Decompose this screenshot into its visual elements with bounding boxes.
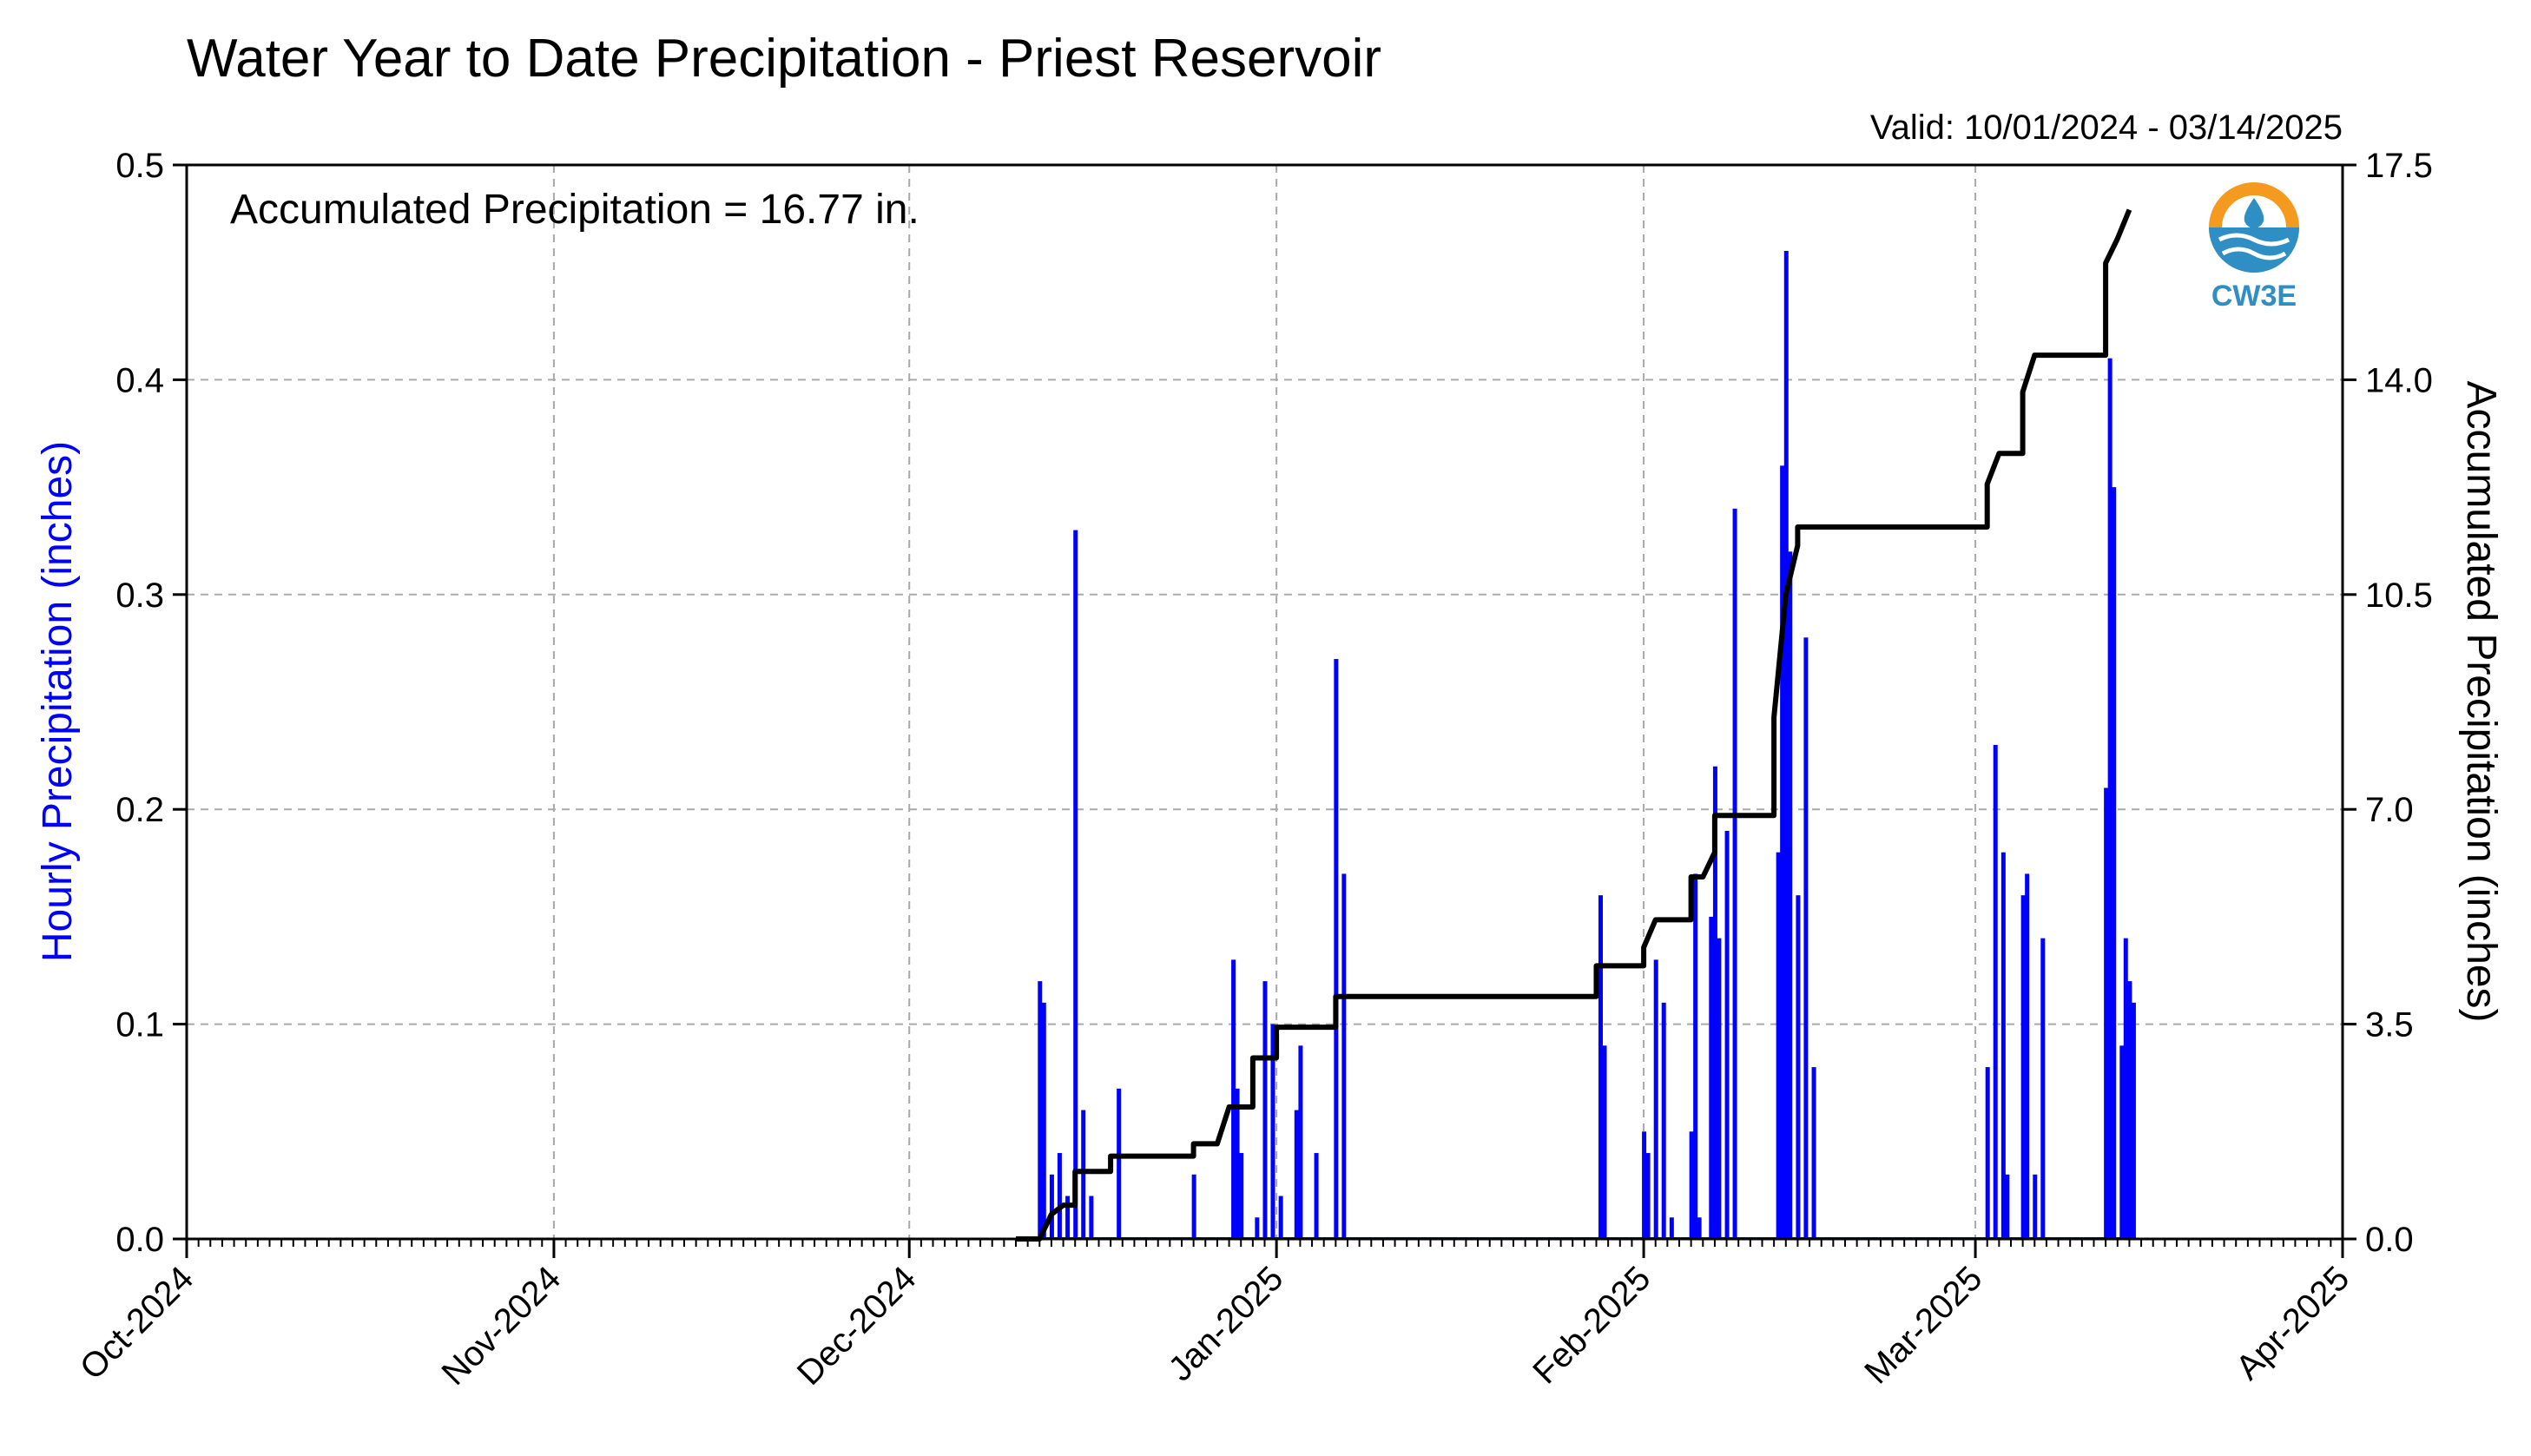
hourly-bar [1788,551,1793,1239]
hourly-bar [1239,1153,1244,1239]
y-left-tick-label: 0.5 [115,147,164,185]
hourly-bar [1985,1067,1990,1239]
hourly-bar [1314,1153,1319,1239]
y-right-tick-label: 0.0 [2365,1221,2414,1259]
axis-ticks [173,163,2356,1258]
hourly-bar [1598,895,1604,1239]
accumulated-line [1016,208,2132,1242]
hourly-bar [1776,852,1781,1239]
hourly-bar [1732,508,1737,1239]
x-tick-label: Jan-2025 [1161,1259,1290,1388]
hourly-bar [1073,530,1078,1239]
hourly-bar [2025,873,2030,1239]
hourly-bar [1117,1088,1122,1239]
hourly-bar [1191,1174,1196,1239]
hourly-bar [1294,1110,1299,1239]
hourly-bar [1796,895,1801,1239]
hourly-bar [1065,1196,1071,1239]
hourly-bar [1689,1131,1694,1239]
y-axis-right-label: Accumulated Precipitation (inches) [2458,380,2504,1022]
x-tick-label: Apr-2025 [2229,1259,2356,1387]
hourly-bar [1602,1045,1607,1239]
hourly-bar [1645,1153,1651,1239]
valid-range: Valid: 10/01/2024 - 03/14/2025 [1870,109,2343,147]
hourly-bar [1341,873,1347,1239]
hourly-bar [1709,916,1714,1239]
y-left-tick-label: 0.2 [115,791,164,829]
hourly-bar [2000,852,2006,1239]
y-left-tick-label: 0.3 [115,576,164,615]
hourly-bar [2107,358,2112,1239]
x-tick-label: Dec-2024 [790,1259,924,1393]
y-right-tick-label: 10.5 [2365,576,2433,615]
x-tick-label: Oct-2024 [73,1259,201,1387]
hourly-bar [1270,1024,1275,1239]
hourly-bar [2005,1174,2010,1239]
hourly-bar [1262,981,1268,1239]
hourly-bar [2131,1002,2136,1239]
y-right-tick-label: 7.0 [2365,791,2414,829]
hourly-bar [1697,1217,1702,1239]
hourly-bar [1278,1196,1283,1239]
y-right-tick-label: 14.0 [2365,361,2433,399]
hourly-bar [1231,959,1236,1239]
hourly-bar [1642,1131,1647,1239]
hourly-bar [1811,1067,1816,1239]
accumulated-annotation: Accumulated Precipitation = 16.77 in. [230,187,919,233]
hourly-bar [1693,873,1698,1239]
x-tick-label: Mar-2025 [1857,1259,1989,1391]
hourly-bar [1993,744,1998,1239]
hourly-bar [1783,250,1789,1240]
hourly-bar [2127,981,2132,1239]
hourly-bar [2123,938,2128,1239]
hourly-bar [1041,1002,1046,1239]
hourly-bar [2104,787,2109,1239]
hourly-bar [1049,1174,1054,1239]
axis-tick-labels: 0.0 0.1 0.2 0.3 0.4 0.5 0.0 3.5 7.0 10.5 14.0 17.5 O… [73,147,2433,1393]
hourly-bar [1057,1153,1062,1239]
y-left-tick-label: 0.0 [115,1221,164,1259]
hourly-bar [1717,938,1722,1239]
y-right-tick-label: 3.5 [2365,1006,2414,1044]
hourly-bars [1016,250,2136,1240]
hourly-bar [1298,1045,1303,1239]
x-tick-label: Feb-2025 [1526,1259,1658,1391]
hourly-bar [1661,1002,1666,1239]
y-axis-left-label: Hourly Precipitation (inches) [35,441,81,962]
hourly-bar [2020,895,2026,1239]
hourly-bar [1235,1088,1240,1239]
y-left-tick-label: 0.1 [115,1006,164,1044]
hourly-bar [2040,938,2046,1239]
hourly-bar [1334,659,1339,1239]
y-left-tick-label: 0.4 [115,361,164,399]
hourly-bar [1081,1110,1086,1239]
hourly-bar [1780,465,1785,1239]
hourly-bar [1089,1196,1094,1239]
hourly-bar [2119,1045,2125,1239]
x-tick-label: Nov-2024 [435,1259,569,1393]
hourly-bar [1803,637,1809,1239]
hourly-bar [1712,766,1717,1239]
hourly-bar [1653,959,1658,1239]
hourly-bar [2033,1174,2038,1239]
accumulated-series-line [1016,208,2132,1242]
hourly-bar [1255,1217,1260,1239]
hourly-bar [1724,830,1730,1239]
logo-text: CW3E [2211,280,2297,313]
hourly-bar [1669,1217,1674,1239]
hourly-bar [1038,981,1043,1239]
chart-title: Water Year to Date Precipitation - Pries… [187,29,1381,89]
cw3e-logo: CW3E [2209,182,2299,313]
hourly-bar [2112,487,2117,1239]
y-right-tick-label: 17.5 [2365,147,2433,185]
